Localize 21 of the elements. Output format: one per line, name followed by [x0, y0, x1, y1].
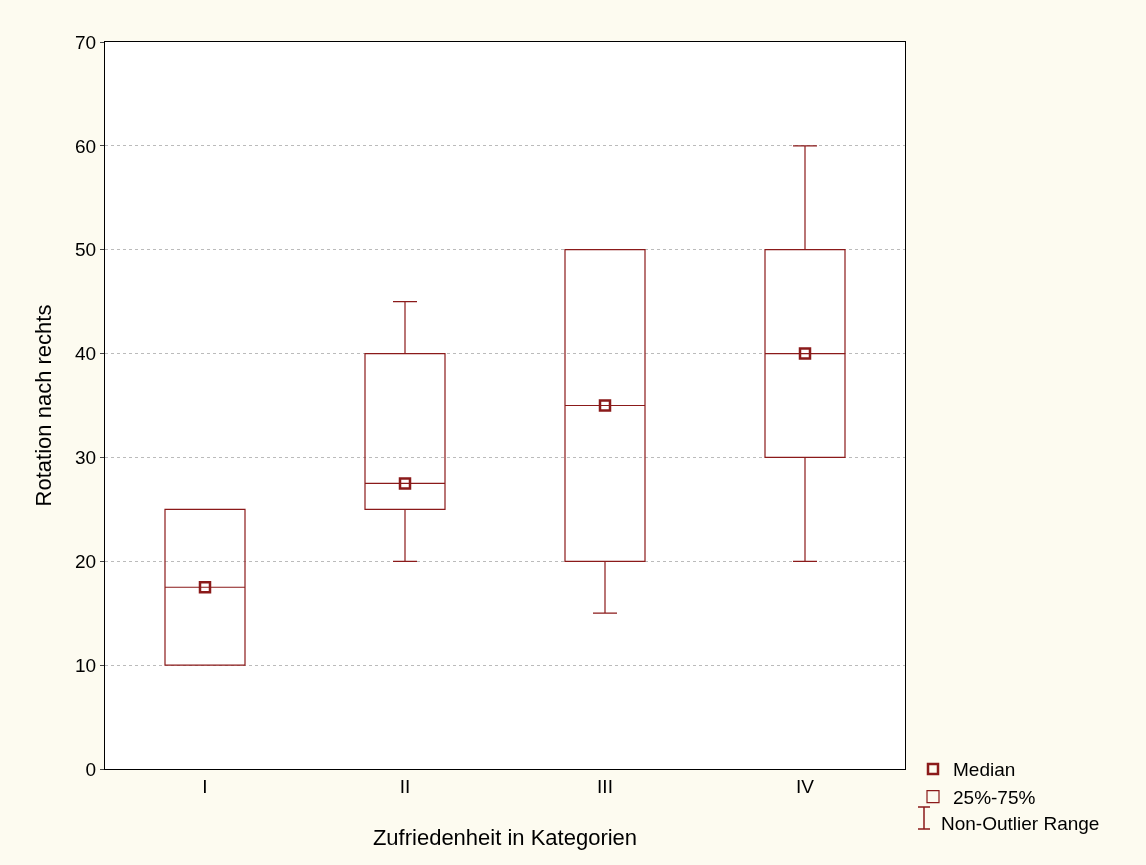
y-tick-label: 40	[75, 343, 97, 365]
point	[398, 477, 412, 490]
point	[198, 581, 212, 594]
y-tick-label: 10	[75, 654, 97, 676]
x-axis-title: Zufriedenheit in Kategorien	[372, 825, 638, 850]
point	[798, 347, 812, 360]
y-tick-label: 0	[85, 758, 97, 780]
y-tick-label: 30	[75, 447, 97, 469]
x-tick-label: III	[597, 775, 613, 797]
legend-label: Median	[953, 759, 1016, 781]
x-tick-label: I	[202, 775, 208, 797]
x-tick-label: II	[399, 775, 411, 797]
text: Non-Outlier Range	[941, 813, 1100, 834]
x-tick-label: IV	[796, 775, 815, 797]
y-tick-label: 70	[75, 31, 97, 53]
y-tick-label: 50	[75, 239, 97, 261]
point	[598, 399, 612, 412]
y-tick-label: 60	[75, 135, 97, 157]
y-axis-title: Rotation nach rechts	[31, 304, 56, 507]
legend-label: 25%-75%	[953, 787, 1036, 809]
y-tick-label: 20	[75, 550, 97, 572]
